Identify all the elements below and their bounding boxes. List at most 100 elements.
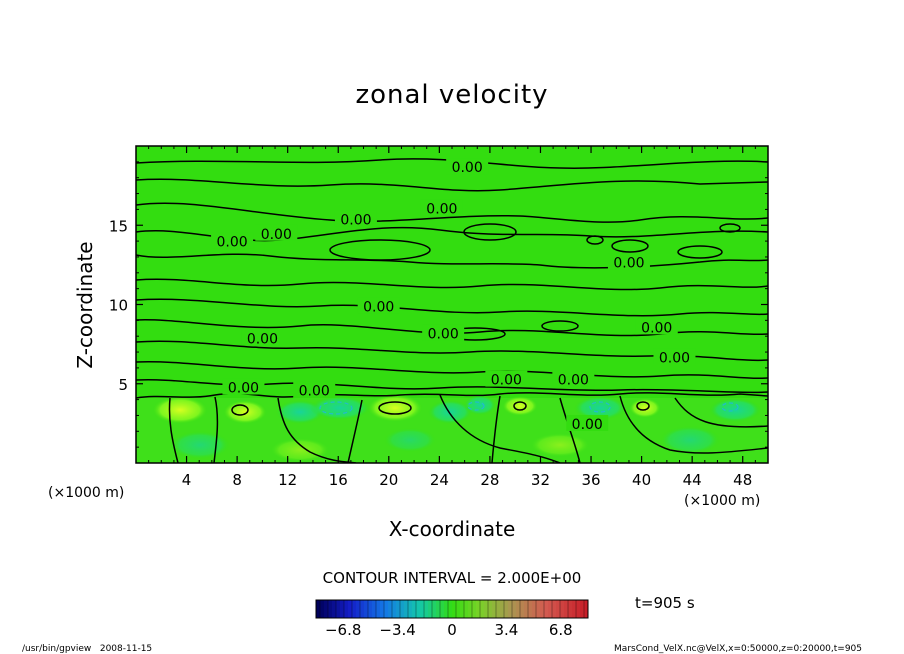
colorbar-cell	[536, 600, 541, 618]
colorbar-cell	[568, 600, 573, 618]
colorbar-cell	[364, 600, 369, 618]
colorbar-cell	[360, 600, 365, 618]
negative-contours	[319, 401, 739, 415]
contour-interval: CONTOUR INTERVAL = 2.000E+00	[323, 569, 582, 587]
contour-label: 0.00	[641, 320, 672, 336]
colorbar-tick-label: 3.4	[494, 621, 518, 639]
colorbar-cell	[380, 600, 385, 618]
x-tick-label: 48	[733, 471, 752, 489]
colorbar-cell	[468, 600, 473, 618]
x-tick-label: 20	[379, 471, 398, 489]
contour-label-bg	[607, 253, 650, 270]
y-tick-label: 15	[109, 217, 128, 235]
colorbar-cell	[424, 600, 429, 618]
x-tick-label: 40	[632, 471, 651, 489]
contour-label: 0.00	[247, 331, 278, 347]
colorbar-tick-label: −3.4	[379, 621, 415, 639]
colorbar-cell	[324, 600, 329, 618]
contour-label-bg	[422, 324, 465, 341]
colorbar-cell	[512, 600, 517, 618]
colorbar-cell	[580, 600, 585, 618]
colorbar-cell	[444, 600, 449, 618]
x-tick-label: 24	[430, 471, 449, 489]
colorbar-cell	[516, 600, 521, 618]
colorbar: −6.8 −3.4 0 3.4 6.8	[315, 599, 589, 639]
colorbar-cell	[584, 600, 589, 618]
colorbar-cell	[384, 600, 389, 618]
colorbar-cell	[332, 600, 337, 618]
contour-label-bg	[552, 370, 595, 387]
contour-label-bg	[241, 329, 284, 346]
contour-label-bg	[446, 158, 489, 175]
contour-label-bg	[222, 378, 265, 395]
colorbar-cell	[412, 600, 417, 618]
colorbar-cell	[356, 600, 361, 618]
footer-left: /usr/bin/gpview 2008-11-15	[22, 644, 152, 654]
colorbar-cell	[344, 600, 349, 618]
x-tick-label: 4	[182, 471, 192, 489]
contour-label: 0.00	[659, 350, 690, 366]
colorbar-cell	[348, 600, 353, 618]
colorbar-cell	[500, 600, 505, 618]
contour-label: 0.00	[428, 327, 459, 343]
colorbar-cell	[496, 600, 501, 618]
colorbar-cell	[432, 600, 437, 618]
footer-right: MarsCond_VelX.nc@VelX,x=0:50000,z=0:2000…	[614, 644, 862, 654]
colorbar-cell	[376, 600, 381, 618]
colorbar-cell	[436, 600, 441, 618]
colorbar-cell	[504, 600, 509, 618]
contour-label-bg	[334, 210, 377, 227]
colorbar-cell	[328, 600, 333, 618]
contour-label-bg	[635, 318, 678, 335]
colorbar-cell	[564, 600, 569, 618]
colorbar-cell	[572, 600, 577, 618]
colorbar-cells	[316, 600, 589, 618]
colorbar-cell	[556, 600, 561, 618]
contour-label-bg	[653, 348, 696, 365]
colorbar-cell	[392, 600, 397, 618]
x-tick-label: 8	[232, 471, 242, 489]
colorbar-cell	[552, 600, 557, 618]
contour-label-bg	[211, 232, 254, 249]
contour-label-bg	[255, 224, 298, 241]
contour-label: 0.00	[452, 160, 483, 176]
contour-label: 0.00	[299, 384, 330, 400]
colorbar-cell	[396, 600, 401, 618]
colorbar-cell	[420, 600, 425, 618]
x-tick-label: 28	[480, 471, 499, 489]
colorbar-cell	[408, 600, 413, 618]
colorbar-cell	[528, 600, 533, 618]
contour-label: 0.00	[261, 227, 292, 243]
colorbar-cell	[576, 600, 581, 618]
colorbar-cell	[400, 600, 405, 618]
contour-label-bg	[566, 414, 609, 431]
colorbar-cell	[352, 600, 357, 618]
x-unit-left: (×1000 m)	[48, 485, 124, 501]
colorbar-cell	[452, 600, 457, 618]
contour-label: 0.00	[613, 255, 644, 271]
contour-label: 0.00	[216, 235, 247, 251]
colorbar-cell	[540, 600, 545, 618]
colorbar-cell	[480, 600, 485, 618]
colorbar-cell	[492, 600, 497, 618]
x-tick-label: 12	[278, 471, 297, 489]
y-tick-label: 5	[118, 376, 128, 394]
colorbar-cell	[476, 600, 481, 618]
colorbar-tick-label: 6.8	[549, 621, 573, 639]
colorbar-cell	[388, 600, 393, 618]
colorbar-frame	[315, 599, 589, 619]
colorbar-cell	[372, 600, 377, 618]
colorbar-cell	[484, 600, 489, 618]
surface-anomalies	[136, 394, 768, 463]
x-axis: 4 8 12 16 20 24 28 32 36 40 44 48	[148, 146, 756, 489]
colorbar-cell	[488, 600, 493, 618]
colorbar-cell	[340, 600, 345, 618]
colorbar-cell	[320, 600, 325, 618]
contour-label: 0.00	[228, 381, 259, 397]
colorbar-ticks: −6.8 −3.4 0 3.4 6.8	[325, 621, 573, 639]
colorbar-cell	[560, 600, 565, 618]
colorbar-cell	[336, 600, 341, 618]
time-label: t=905 s	[635, 594, 695, 612]
chart-title: zonal velocity	[355, 80, 548, 110]
